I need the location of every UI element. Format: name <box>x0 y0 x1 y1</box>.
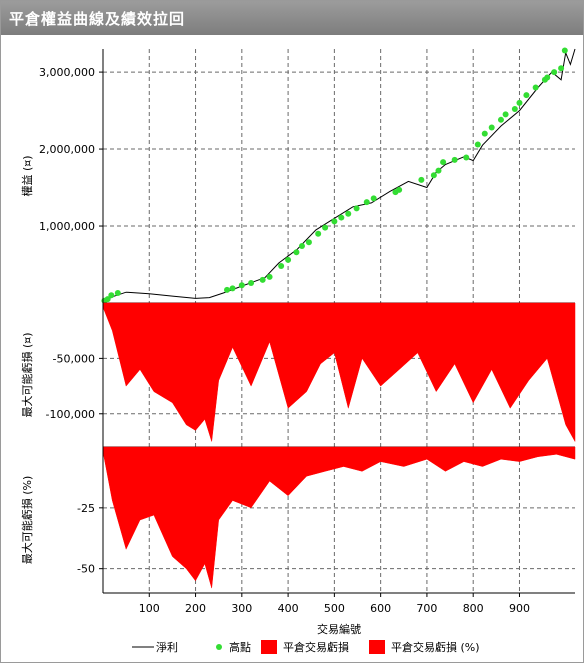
high-point-marker <box>463 154 470 161</box>
high-point-marker <box>114 289 121 296</box>
high-point-marker <box>370 195 377 202</box>
high-point-marker <box>502 111 509 118</box>
x-tick-label: 300 <box>231 602 252 615</box>
high-point-marker <box>353 205 360 212</box>
legend-label: 平倉交易虧損 <box>283 640 349 654</box>
high-point-marker <box>338 214 345 221</box>
high-point-marker <box>285 256 292 263</box>
x-tick-label: 200 <box>185 602 206 615</box>
legend-label: 淨利 <box>156 641 178 654</box>
high-point-marker <box>435 167 442 174</box>
high-point-marker <box>345 210 352 217</box>
y-axis-label: 最大可能虧損 (¤) <box>20 332 34 417</box>
high-point-marker <box>558 65 565 72</box>
high-point-marker <box>266 273 273 280</box>
high-point-marker <box>532 84 539 91</box>
x-axis-label: 交易編號 <box>317 622 361 636</box>
high-point-marker <box>322 224 329 231</box>
legend-box-marker <box>261 640 277 654</box>
y-tick-label: 1,000,000 <box>39 220 95 233</box>
high-point-marker <box>488 124 495 131</box>
high-point-marker <box>259 276 266 283</box>
x-tick-label: 100 <box>139 602 160 615</box>
x-tick-label: 900 <box>509 602 530 615</box>
legend-label: 平倉交易虧損 (%) <box>391 640 480 654</box>
y-tick-label: 3,000,000 <box>39 66 95 79</box>
high-point-marker <box>440 159 447 166</box>
y-tick-label: -25 <box>77 502 95 515</box>
y-tick-label: 2,000,000 <box>39 143 95 156</box>
y-axis-label: 權益 (¤) <box>20 155 34 196</box>
high-point-marker <box>293 249 300 256</box>
high-point-marker <box>481 130 488 137</box>
window-title: 平倉權益曲線及績效拉回 <box>9 10 186 28</box>
high-point-marker <box>497 116 504 123</box>
high-point-marker <box>511 106 518 113</box>
high-point-marker <box>298 243 305 250</box>
high-point-marker <box>278 263 285 270</box>
high-point-marker <box>248 279 255 286</box>
x-tick-label: 800 <box>463 602 484 615</box>
x-tick-label: 400 <box>278 602 299 615</box>
high-point-marker <box>418 176 425 183</box>
high-point-marker <box>551 69 558 76</box>
high-point-marker <box>305 239 312 246</box>
drawdown-area-1 <box>103 302 576 443</box>
high-point-marker <box>229 285 236 292</box>
high-point-marker <box>108 292 115 299</box>
high-point-marker <box>363 199 370 206</box>
high-point-marker <box>474 141 481 148</box>
y-tick-label: -50,000 <box>53 352 95 365</box>
y-tick-label: -50 <box>77 563 95 576</box>
high-point-marker <box>315 230 322 237</box>
high-point-marker <box>238 282 245 289</box>
x-tick-label: 600 <box>370 602 391 615</box>
high-point-marker <box>430 172 437 179</box>
high-point-marker <box>331 218 338 225</box>
high-point-marker <box>104 296 111 303</box>
title-bar: 平倉權益曲線及績效拉回 <box>1 1 583 35</box>
high-point-marker <box>516 99 523 106</box>
high-point-marker <box>224 286 231 293</box>
series-line-淨利 <box>103 48 576 302</box>
x-tick-label: 700 <box>416 602 437 615</box>
legend-label: 高點 <box>229 640 251 654</box>
high-point-marker <box>561 47 568 54</box>
high-point-marker <box>544 74 551 81</box>
y-tick-label: -100,000 <box>46 408 95 421</box>
high-point-marker <box>451 156 458 163</box>
x-tick-label: 500 <box>324 602 345 615</box>
y-axis-label: 最大可能虧損 (%) <box>20 476 34 565</box>
legend-dot-marker <box>216 644 222 650</box>
drawdown-area-2 <box>103 446 576 589</box>
high-point-marker <box>396 186 403 193</box>
legend-box-marker <box>369 640 385 654</box>
high-point-marker <box>523 92 530 99</box>
